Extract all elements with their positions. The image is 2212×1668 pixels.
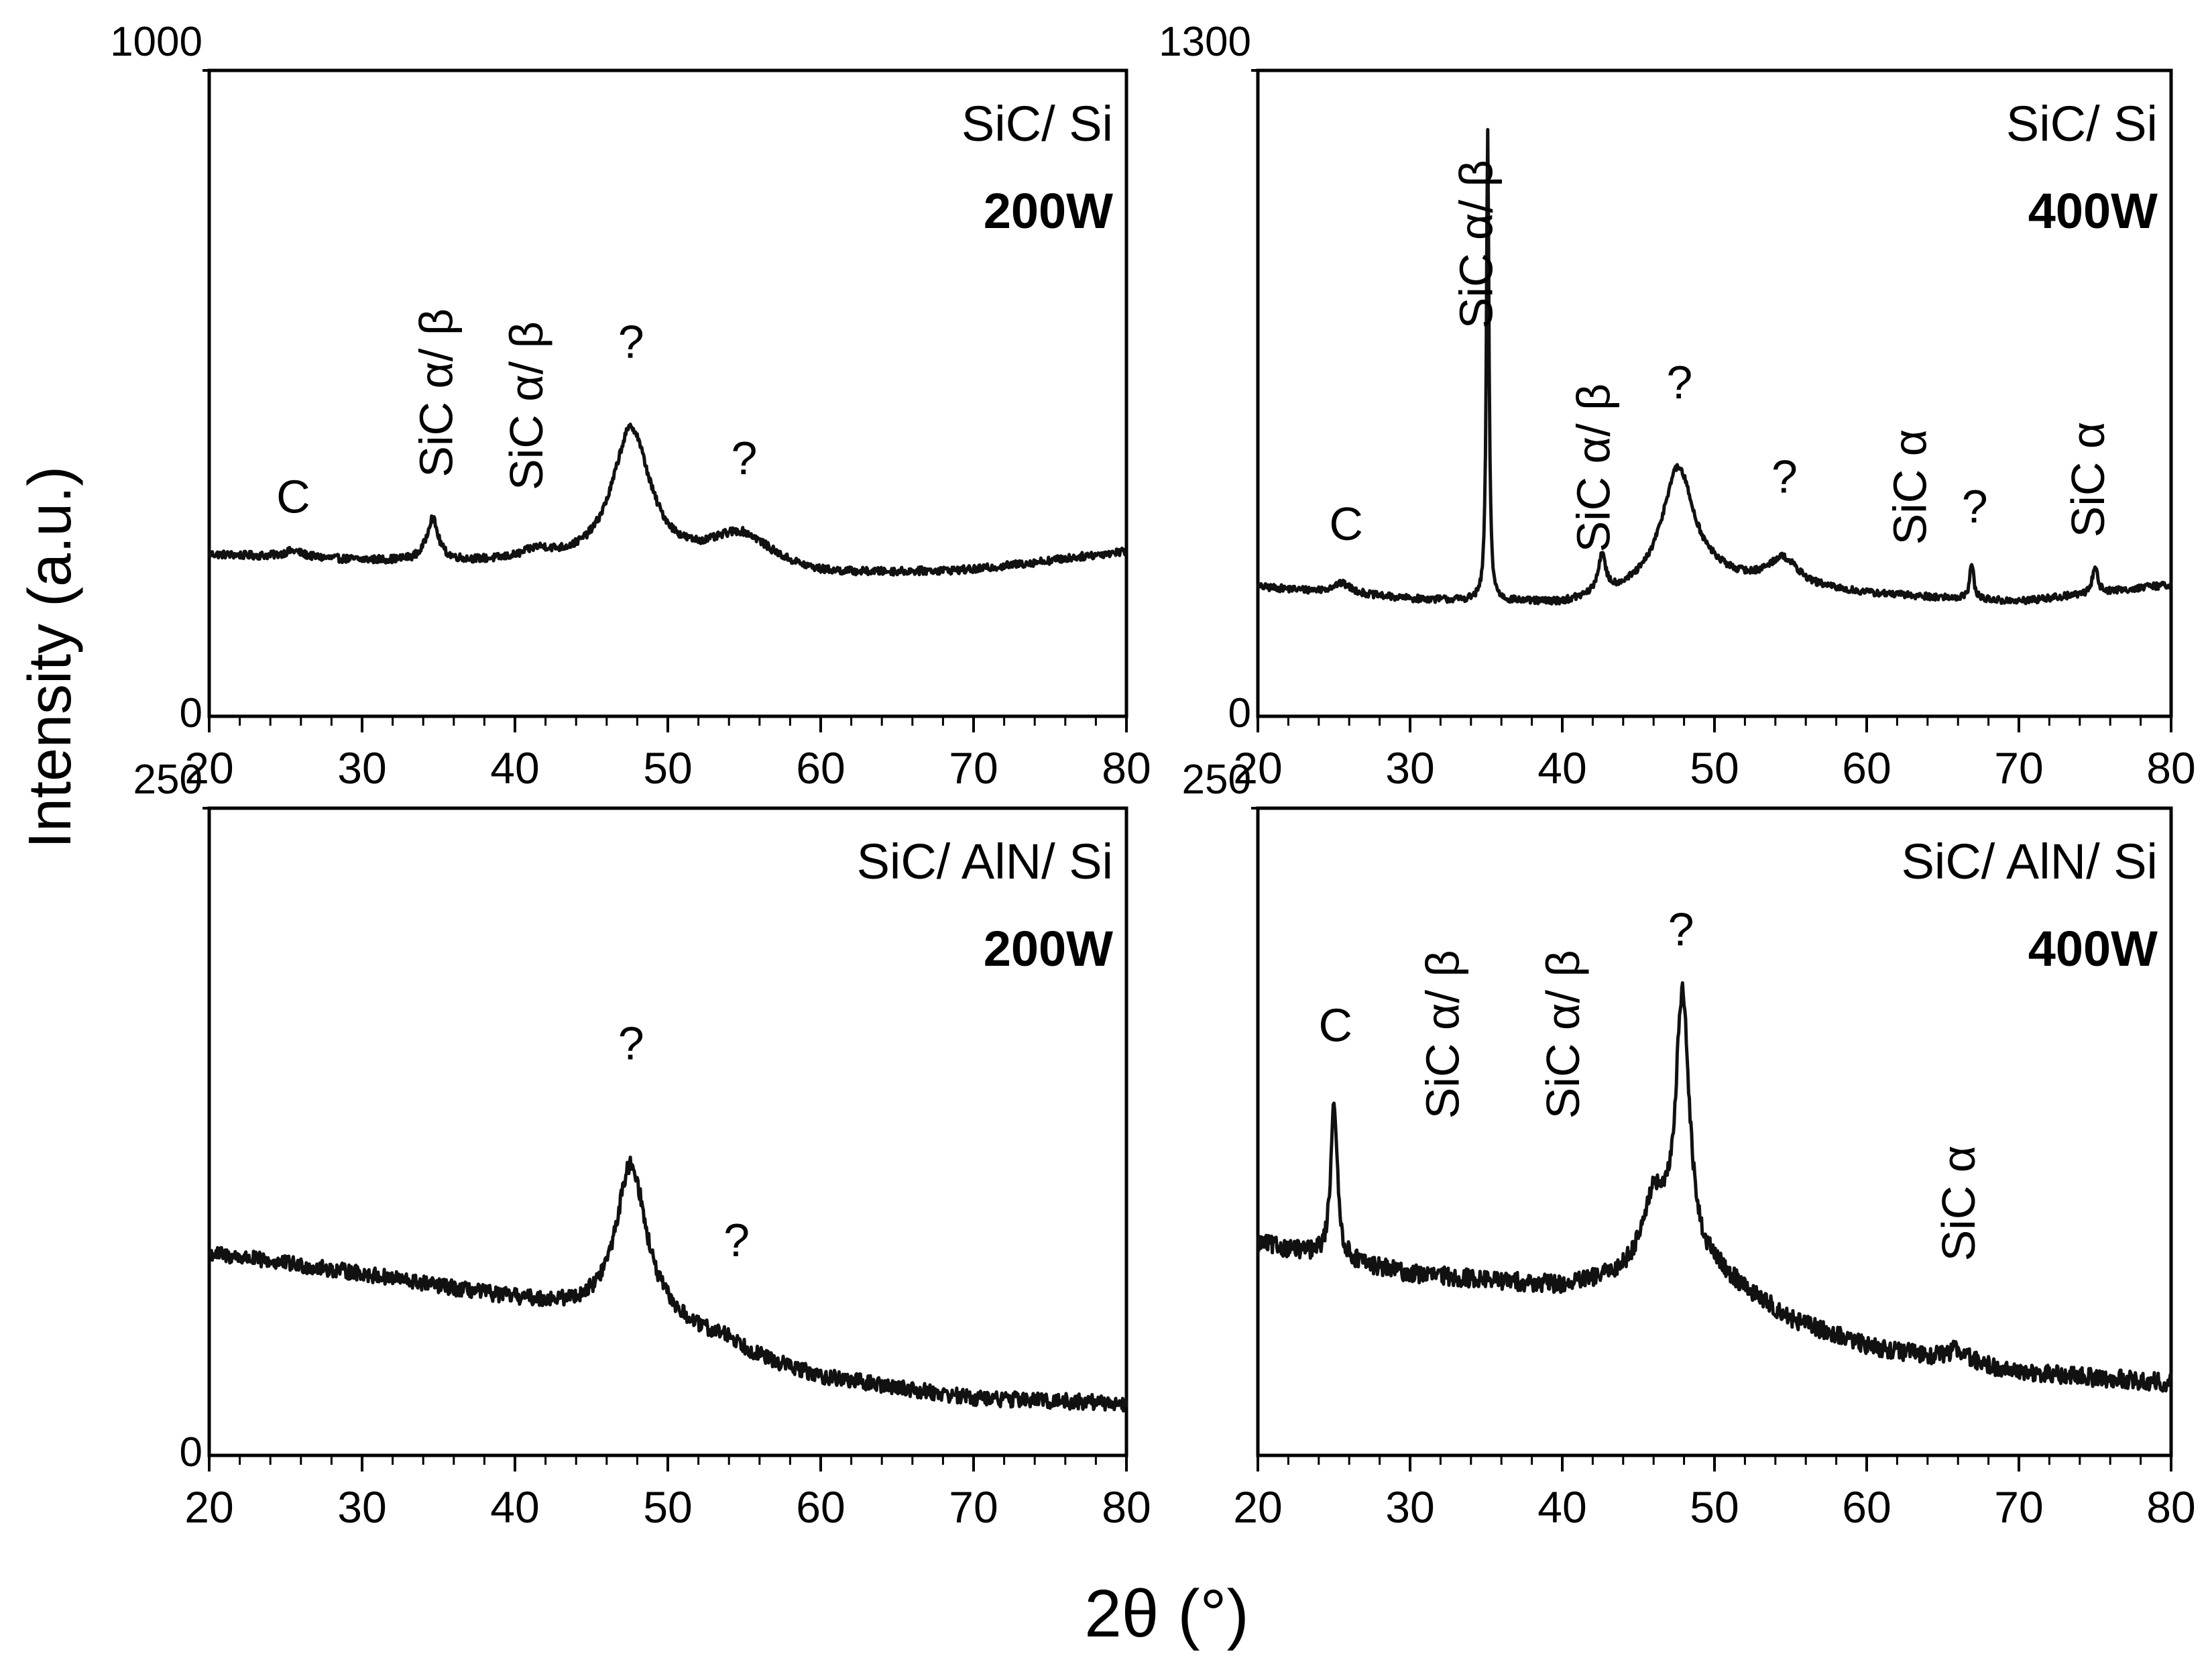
- peak-annotation: ?: [1668, 903, 1694, 956]
- peak-annotation: SiC α/ β: [1417, 950, 1469, 1119]
- power-label: 200W: [984, 183, 1113, 239]
- peak-annotation: SiC α: [2062, 422, 2114, 538]
- x-tick-label: 60: [796, 1482, 845, 1532]
- x-tick-label: 20: [184, 1482, 233, 1532]
- x-tick-label: 50: [1690, 743, 1739, 793]
- xrd-panel-2: 20 30 40 50 60 70 80 0 1300 C SiC α/ β SiC α/ β?? Si…: [1159, 19, 2196, 793]
- peak-annotation: C: [1318, 999, 1352, 1051]
- peak-annotation: C: [276, 471, 310, 523]
- x-tick-label: 50: [643, 743, 692, 793]
- peak-annotation: SiC α/ β: [1537, 950, 1589, 1119]
- x-tick-label: 40: [490, 1482, 539, 1532]
- y-tick-label: 0: [180, 1429, 202, 1476]
- peak-annotation: ?: [618, 1017, 644, 1069]
- x-tick-label: 80: [2146, 1482, 2195, 1532]
- xrd-pattern-line: [208, 1156, 1128, 1413]
- peak-annotation: SiC α/ β: [1567, 384, 1619, 553]
- x-tick-label: 30: [1385, 1482, 1434, 1532]
- power-label: 400W: [2028, 183, 2158, 239]
- x-tick-label: 70: [949, 1482, 998, 1532]
- x-tick-label: 40: [1537, 1482, 1586, 1532]
- x-tick-label: 70: [1994, 743, 2043, 793]
- x-tick-label: 30: [337, 1482, 386, 1532]
- xrd-panel-4: 20 30 40 50 60 70 80 250 C SiC α/ β SiC α/ β? SiC α…: [1182, 757, 2196, 1532]
- shared-x-axis-label: 2θ (°): [1084, 1576, 1249, 1651]
- y-tick-label: 250: [1182, 757, 1251, 803]
- x-tick-label: 70: [1994, 1482, 2043, 1532]
- xrd-pattern-line: [1256, 981, 2173, 1393]
- sample-label: SiC/ AlN/ Si: [1902, 834, 2158, 889]
- xrd-panel-3: 20 30 40 50 60 70 80 0 250?? SiC/ AlN/ Si 200W: [133, 757, 1151, 1532]
- panels: 20 30 40 50 60 70 80 0 1000 C SiC α/ β SiC α/ β ?? Si…: [110, 19, 2196, 1532]
- x-tick-label: 70: [949, 743, 998, 793]
- peak-annotation: ?: [618, 316, 644, 368]
- peak-annotation: ?: [723, 1214, 750, 1266]
- x-tick-label: 80: [2146, 743, 2195, 793]
- sample-label: SiC/ Si: [2006, 96, 2158, 152]
- x-tick-label: 80: [1102, 743, 1151, 793]
- x-tick-label: 40: [1537, 743, 1586, 793]
- x-tick-label: 60: [796, 743, 845, 793]
- peak-annotation: ?: [1962, 480, 1988, 533]
- x-tick-label: 60: [1842, 1482, 1891, 1532]
- xrd-pattern-line: [1256, 127, 2173, 606]
- peak-annotation: SiC α/ β: [1450, 160, 1503, 329]
- peak-annotation: SiC α: [1932, 1146, 1985, 1262]
- peak-annotation: C: [1329, 498, 1363, 550]
- sample-label: SiC/ AlN/ Si: [857, 834, 1113, 889]
- x-tick-label: 20: [184, 743, 233, 793]
- power-label: 200W: [984, 921, 1113, 977]
- peak-annotation: SiC α/ β: [410, 309, 462, 478]
- y-tick-label: 1300: [1159, 19, 1251, 65]
- xrd-pattern-line: [207, 423, 1128, 577]
- x-tick-label: 50: [643, 1482, 692, 1532]
- peak-annotation: ?: [732, 432, 758, 484]
- power-label: 400W: [2028, 921, 2158, 977]
- y-tick-label: 1000: [110, 19, 202, 65]
- x-tick-label: 20: [1233, 743, 1282, 793]
- peak-annotation: ?: [1666, 356, 1692, 408]
- x-tick-label: 40: [490, 743, 539, 793]
- y-tick-label: 250: [133, 757, 202, 803]
- x-tick-label: 30: [337, 743, 386, 793]
- peak-annotation: SiC α: [1884, 429, 1936, 545]
- x-tick-label: 30: [1385, 743, 1434, 793]
- peak-annotation: ?: [1771, 451, 1798, 503]
- x-tick-label: 50: [1690, 1482, 1739, 1532]
- xrd-panel-1: 20 30 40 50 60 70 80 0 1000 C SiC α/ β SiC α/ β ?? Si…: [110, 19, 1151, 793]
- sample-label: SiC/ Si: [962, 96, 1113, 152]
- y-tick-label: 0: [180, 690, 202, 736]
- y-tick-label: 0: [1228, 690, 1251, 736]
- x-tick-label: 80: [1102, 1482, 1151, 1532]
- peak-annotation: SiC α/ β: [500, 321, 552, 490]
- x-tick-label: 20: [1233, 1482, 1282, 1532]
- shared-y-axis-label: Intensity (a.u.): [17, 466, 84, 848]
- x-tick-label: 60: [1842, 743, 1891, 793]
